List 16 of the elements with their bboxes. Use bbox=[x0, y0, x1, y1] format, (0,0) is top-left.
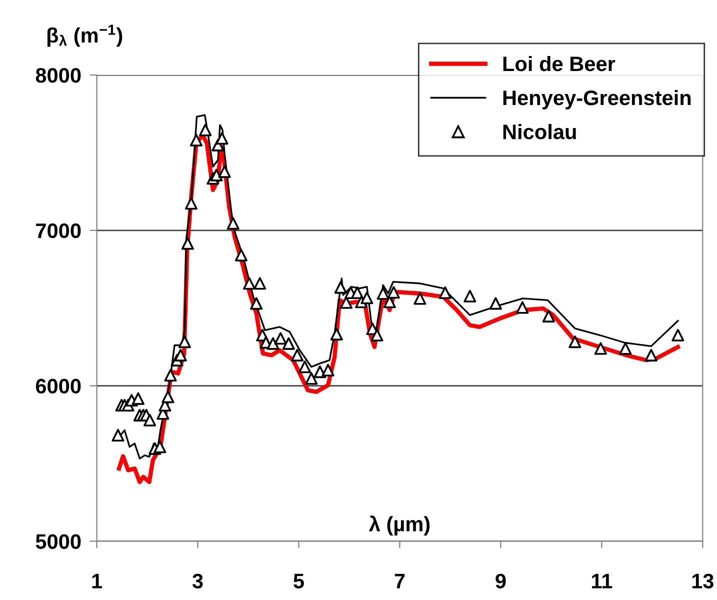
x-tick-label: 7 bbox=[394, 574, 405, 588]
y-tick-label: 5000 bbox=[36, 534, 81, 549]
y-tick-label: 6000 bbox=[36, 378, 81, 394]
y-axis-title: β$_{λ}$ (m$^{−1}$) bbox=[47, 24, 122, 47]
y-tick-label: 7000 bbox=[36, 223, 81, 238]
x-tick-label: 3 bbox=[192, 574, 203, 588]
legend-label: Henyey-Greenstein bbox=[503, 90, 691, 110]
x-tick-label: 9 bbox=[496, 574, 506, 588]
x-tick-label: 1 bbox=[92, 574, 102, 588]
x-tick-label: 11 bbox=[592, 574, 612, 588]
legend-label: Loi de Beer bbox=[503, 56, 616, 72]
legend-label: Nicolau bbox=[503, 124, 576, 140]
x-tick-label: 5 bbox=[294, 574, 304, 588]
x-tick-label: 13 bbox=[692, 574, 714, 588]
y-tick-label: 8000 bbox=[36, 68, 81, 83]
x-axis-title: λ (µm) bbox=[368, 516, 430, 536]
